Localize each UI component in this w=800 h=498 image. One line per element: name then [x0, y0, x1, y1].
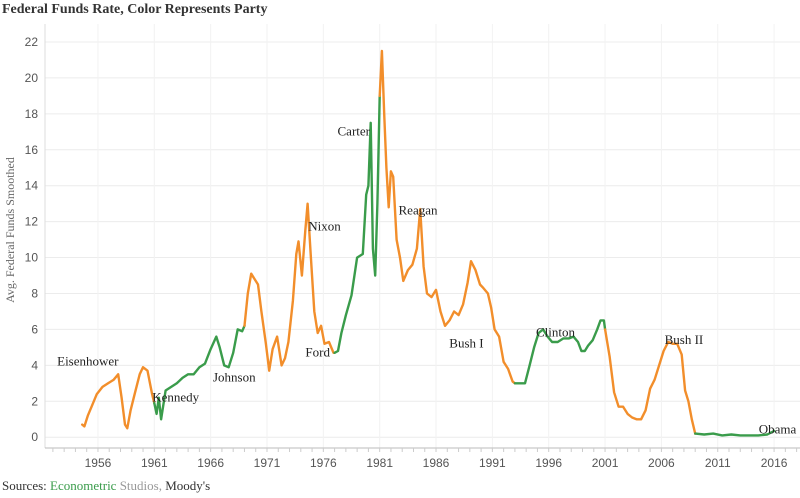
y-tick-label: 0 [31, 430, 38, 444]
source-prefix: Sources: [2, 478, 51, 493]
series-line-republican [378, 49, 517, 385]
y-tick-label: 8 [31, 286, 38, 300]
y-tick-label: 10 [25, 251, 39, 265]
x-tick-label: 2011 [705, 456, 731, 470]
series-line-democrat [694, 429, 776, 437]
grid [44, 24, 800, 449]
y-axis-ticks: 0 2 4 6 8 10 12 14 16 18 20 22 [25, 35, 39, 444]
x-tick-label: 2006 [648, 456, 675, 470]
series-line-republican [243, 202, 336, 372]
annotation-carter: Carter [338, 123, 371, 138]
annotation-ford: Ford [305, 344, 330, 359]
x-axis-ticks: 1956 1961 1966 1971 1976 1981 1986 1991 1996 2001… [52, 448, 798, 470]
x-tick-label: 2016 [761, 456, 788, 470]
x-tick-label: 1991 [479, 456, 506, 470]
annotation-bush-i: Bush I [449, 335, 483, 350]
annotations: Eisenhower Kennedy Johnson Nixon Ford Carter R… [57, 123, 796, 436]
chart: 0 2 4 6 8 10 12 14 16 18 20 22 1956 1961 1966 1971 1976… [3, 24, 800, 470]
x-tick-label: 1986 [423, 456, 450, 470]
x-tick-label: 1981 [366, 456, 393, 470]
series-line-democrat [513, 319, 607, 385]
x-tick-label: 1971 [254, 456, 281, 470]
annotation-bush-ii: Bush II [665, 332, 704, 347]
annotation-kennedy: Kennedy [152, 389, 199, 404]
annotation-clinton: Clinton [536, 325, 576, 340]
y-tick-label: 2 [31, 394, 38, 408]
y-tick-label: 6 [31, 322, 38, 336]
x-tick-label: 1976 [310, 456, 337, 470]
y-tick-label: 4 [31, 358, 38, 372]
series-line-democrat [153, 324, 246, 421]
source-econometric[interactable]: Econometric [50, 478, 117, 493]
annotation-nixon: Nixon [308, 219, 341, 234]
x-tick-label: 2001 [592, 456, 619, 470]
x-tick-label: 1956 [85, 456, 112, 470]
series-line-democrat [333, 94, 381, 354]
y-tick-label: 14 [25, 179, 39, 193]
y-tick-label: 18 [25, 107, 39, 121]
series-line-republican [81, 366, 156, 430]
source-line: Sources: Econometric Studios, Moody's [2, 478, 210, 494]
annotation-johnson: Johnson [213, 370, 256, 385]
annotation-obama: Obama [759, 422, 797, 437]
source-studios: Studios, [116, 478, 166, 493]
x-tick-label: 1961 [141, 456, 168, 470]
chart-title: Federal Funds Rate, Color Represents Par… [2, 2, 268, 17]
source-moodys[interactable]: Moody's [165, 478, 211, 493]
y-tick-label: 20 [25, 71, 39, 85]
annotation-eisenhower: Eisenhower [57, 353, 119, 368]
y-axis-label: Avg. Federal Funds Smoothed [3, 157, 17, 303]
series-line-republican [603, 328, 697, 435]
y-tick-label: 22 [25, 35, 39, 49]
annotation-reagan: Reagan [399, 202, 438, 217]
series-lines [81, 49, 776, 437]
x-tick-label: 1996 [535, 456, 562, 470]
y-tick-label: 12 [25, 215, 39, 229]
x-tick-label: 1966 [197, 456, 224, 470]
y-tick-label: 16 [25, 143, 39, 157]
